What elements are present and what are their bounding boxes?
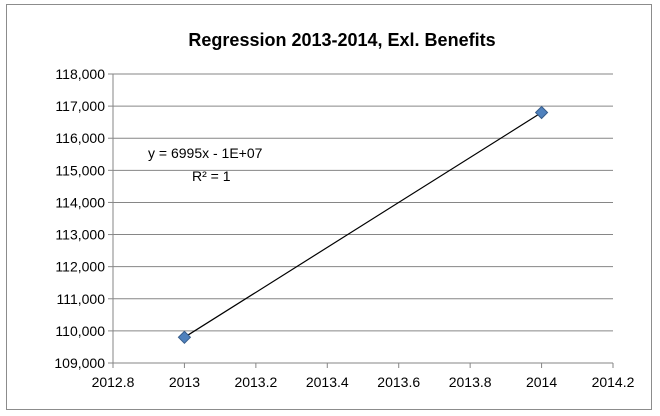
x-tick-labels: 2012.8 2013 2013.2 2013.4 2013.6 2013.8 2014 20… <box>92 374 635 390</box>
y-tick-label: 114,000 <box>55 194 105 210</box>
y-tick-label: 117,000 <box>55 98 105 114</box>
y-tick-label: 109,000 <box>54 355 105 371</box>
trendline <box>184 112 542 338</box>
x-tick-label: 2013.6 <box>377 374 420 390</box>
x-tick-label: 2013.2 <box>234 374 277 390</box>
y-tick-label: 110,000 <box>55 323 105 339</box>
trendline-line <box>184 112 542 338</box>
x-tick-label: 2012.8 <box>92 374 135 390</box>
x-tick-label: 2014 <box>526 374 557 390</box>
trendline-equation: y = 6995x - 1E+07 <box>148 145 263 161</box>
y-tick-labels: 109,000 110,000 111,000 112,000 113,000 114,0… <box>54 66 105 371</box>
x-tick-label: 2013 <box>169 374 200 390</box>
data-point <box>534 105 549 120</box>
y-tick-label: 116,000 <box>55 130 105 146</box>
x-tick-label: 2013.4 <box>306 374 349 390</box>
data-point <box>177 330 192 345</box>
x-tick-label: 2013.8 <box>449 374 492 390</box>
data-points <box>177 105 549 345</box>
trendline-r-squared: R² = 1 <box>192 168 231 184</box>
axes <box>108 73 614 368</box>
y-tick-label: 113,000 <box>55 227 105 243</box>
y-tick-label: 115,000 <box>55 162 105 178</box>
x-tick-label: 2014.2 <box>592 374 635 390</box>
chart-frame <box>6 4 652 410</box>
y-tick-label: 112,000 <box>55 259 105 275</box>
grid-lines <box>113 73 613 364</box>
y-tick-label: 118,000 <box>55 66 105 82</box>
chart-title: Regression 2013-2014, Exl. Benefits <box>188 30 495 50</box>
y-tick-label: 111,000 <box>56 291 105 307</box>
